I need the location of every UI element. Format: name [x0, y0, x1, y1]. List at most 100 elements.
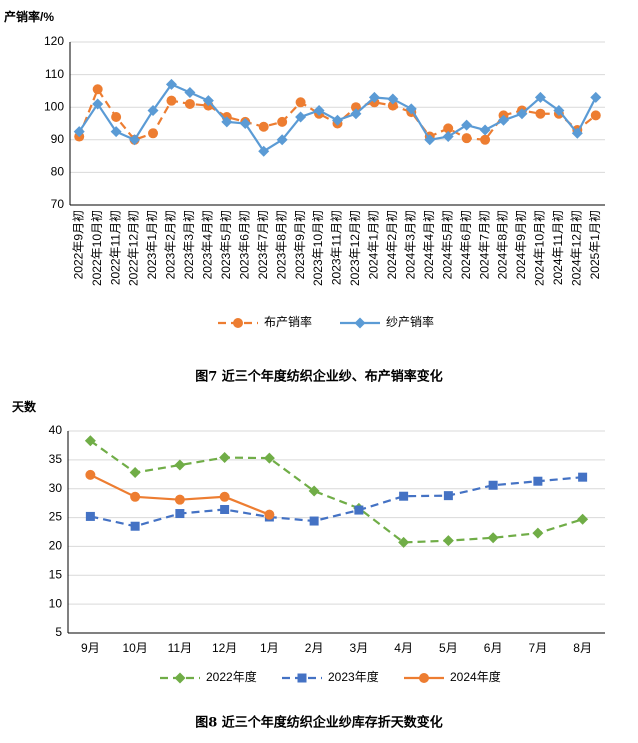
- marker: [516, 108, 528, 120]
- marker: [110, 126, 122, 138]
- y-tick-label: 15: [49, 567, 63, 581]
- marker: [461, 133, 472, 144]
- marker: [258, 121, 269, 132]
- marker: [184, 98, 195, 109]
- marker: [85, 469, 96, 480]
- marker: [577, 513, 589, 525]
- marker: [264, 509, 275, 520]
- x-tick-label: 2023年3月初: [182, 210, 196, 279]
- marker: [368, 91, 380, 103]
- marker: [419, 673, 429, 683]
- y-tick-label: 40: [49, 423, 63, 437]
- x-tick-label: 2月: [305, 641, 324, 655]
- marker: [309, 516, 319, 526]
- marker: [578, 472, 588, 482]
- marker: [354, 317, 366, 329]
- marker: [553, 104, 565, 116]
- marker: [92, 98, 104, 110]
- x-tick-label: 2024年10月初: [533, 210, 547, 286]
- series-line: [90, 476, 583, 528]
- marker: [487, 532, 499, 544]
- marker: [295, 97, 306, 108]
- y-tick-label: 30: [49, 481, 63, 495]
- x-tick-label: 2025年1月初: [588, 210, 602, 279]
- x-tick-label: 2023年2月初: [164, 210, 178, 279]
- x-tick-label: 8月: [573, 641, 592, 655]
- marker: [350, 102, 361, 113]
- x-tick-label: 2024年12月初: [569, 210, 583, 286]
- marker: [313, 104, 325, 116]
- x-tick-label: 4月: [394, 641, 413, 655]
- x-tick-label: 9月: [81, 641, 100, 655]
- y-tick-label: 100: [44, 99, 64, 113]
- x-tick-label: 2024年5月初: [440, 210, 454, 279]
- marker: [219, 452, 231, 464]
- marker: [276, 134, 288, 146]
- marker: [590, 91, 602, 103]
- marker: [398, 536, 410, 548]
- marker: [184, 87, 196, 99]
- marker: [308, 485, 320, 497]
- marker: [84, 435, 96, 447]
- y-tick-label: 80: [51, 165, 65, 179]
- marker: [73, 126, 85, 138]
- marker: [174, 459, 186, 471]
- marker: [443, 123, 454, 134]
- x-tick-label: 2024年9月初: [514, 210, 528, 279]
- marker: [590, 110, 601, 121]
- x-tick-label: 2023年12月初: [348, 210, 362, 286]
- marker: [85, 511, 95, 521]
- marker: [498, 114, 510, 126]
- marker: [239, 118, 251, 129]
- legend-label: 2024年度: [450, 669, 501, 684]
- marker: [387, 93, 399, 105]
- marker: [297, 673, 307, 683]
- marker: [174, 494, 185, 505]
- x-tick-label: 2023年1月初: [145, 210, 159, 279]
- marker: [533, 476, 543, 486]
- marker: [424, 134, 436, 146]
- x-tick-label: 2024年2月初: [385, 210, 399, 279]
- marker: [174, 672, 186, 684]
- marker: [461, 119, 473, 131]
- marker: [387, 100, 398, 111]
- caption: 图8 近三个年度纺织企业纱库存折天数变化: [195, 715, 443, 731]
- x-tick-label: 2024年1月初: [367, 210, 381, 279]
- marker: [92, 84, 103, 95]
- marker: [233, 318, 243, 328]
- marker: [130, 521, 140, 531]
- x-tick-label: 2024年3月初: [403, 210, 417, 279]
- x-tick-label: 2023年10月初: [311, 210, 325, 286]
- x-tick-label: 2023年9月初: [293, 210, 307, 279]
- marker: [295, 111, 307, 123]
- x-tick-label: 11月: [168, 641, 192, 655]
- marker: [571, 127, 583, 139]
- marker: [221, 116, 233, 128]
- marker: [332, 114, 343, 126]
- x-tick-label: 10月: [122, 641, 147, 655]
- marker: [147, 104, 159, 116]
- x-tick-label: 1月: [260, 641, 279, 655]
- x-tick-label: 2023年8月初: [274, 210, 288, 279]
- marker: [405, 103, 417, 115]
- marker: [535, 108, 546, 119]
- marker: [442, 535, 454, 547]
- marker: [130, 491, 141, 502]
- y-tick-label: 10: [49, 596, 63, 610]
- marker: [175, 509, 185, 519]
- series-line: [89, 439, 583, 544]
- x-tick-label: 12月: [212, 641, 237, 655]
- y-tick-label: 25: [49, 510, 63, 524]
- marker: [354, 505, 364, 515]
- legend-label: 2023年度: [328, 669, 379, 684]
- x-tick-label: 2022年11月初: [108, 210, 122, 285]
- y-axis-label: 产销率/%: [4, 9, 54, 24]
- marker: [258, 145, 270, 157]
- x-tick-label: 6月: [484, 641, 503, 655]
- legend-label: 2022年度: [206, 669, 257, 684]
- legend-label: 纱产销率: [386, 314, 434, 329]
- x-tick-label: 2023年6月初: [237, 210, 251, 279]
- marker: [443, 491, 453, 501]
- marker: [129, 467, 141, 479]
